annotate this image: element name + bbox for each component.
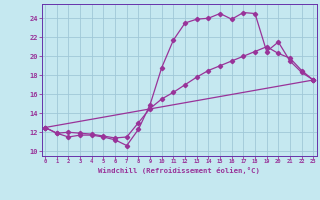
X-axis label: Windchill (Refroidissement éolien,°C): Windchill (Refroidissement éolien,°C) [98,167,260,174]
